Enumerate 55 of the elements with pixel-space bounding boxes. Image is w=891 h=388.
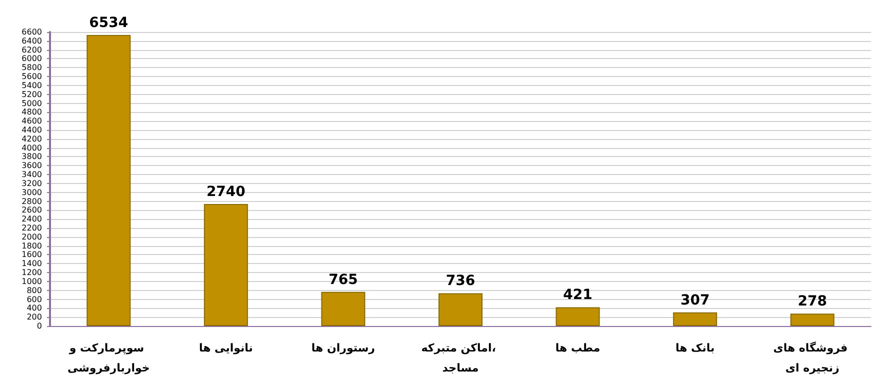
x-tick-label: بانک ها (675, 342, 715, 354)
y-tick-label: 5400 (22, 80, 42, 90)
data-label: 421 (563, 287, 592, 304)
y-tick-label: 1600 (22, 250, 42, 260)
y-tick-label: 3400 (22, 170, 42, 180)
y-tick-label: 3200 (22, 178, 42, 188)
y-tick-label: 800 (26, 286, 42, 295)
y-tick-label: 5000 (22, 98, 42, 108)
y-tick-label: 2200 (22, 224, 42, 232)
y-tick-label: 5200 (22, 90, 42, 99)
y-tick-label: 6000 (22, 54, 42, 64)
x-tick-label: اماکن متبرکه، مساجد (421, 342, 500, 374)
y-tick-label: 4200 (22, 134, 42, 144)
y-tick-label: 400 (26, 304, 42, 313)
x-tick-label: فروشگاه های زنجیره ای (773, 342, 852, 374)
y-tick-label: 2800 (22, 196, 42, 206)
y-tick-label: 3600 (22, 161, 42, 170)
x-tick-label: مطب ها (555, 342, 600, 354)
data-label: 736 (446, 273, 476, 290)
y-tick-label: 1800 (22, 241, 42, 250)
x-tick-label: سوپرمارکت و خواربارفروشی (67, 342, 150, 374)
data-label: 765 (328, 272, 358, 288)
x-tick-label: رستوران ها (311, 342, 376, 354)
y-tick-label: 6600 (22, 28, 42, 36)
y-tick-label: 1400 (22, 259, 42, 268)
bar (86, 34, 131, 326)
y-tick-label: 6200 (22, 45, 42, 54)
y-tick-label: 0 (36, 322, 42, 330)
bar (556, 307, 600, 326)
y-tick-label: 6400 (22, 36, 42, 46)
data-label: 2740 (206, 184, 246, 200)
y-tick-label: 2600 (22, 206, 42, 215)
bar (438, 293, 482, 326)
y-tick-label: 2400 (22, 214, 42, 224)
y-tick-label: 4600 (22, 116, 42, 126)
y-tick-label: 1200 (22, 268, 42, 278)
x-tick-label: نانوایی ها (198, 342, 253, 354)
y-tick-label: 5600 (22, 72, 42, 82)
y-tick-label: 1000 (22, 276, 42, 286)
bar (204, 204, 248, 326)
y-tick-label: 200 (26, 312, 42, 322)
data-label: 307 (680, 292, 710, 308)
y-tick-label: 3800 (22, 152, 42, 162)
y-tick-label: 3000 (22, 188, 42, 197)
y-tick-label: 4800 (22, 108, 42, 117)
y-tick-label: 600 (26, 294, 42, 304)
y-tick-label: 2000 (22, 232, 42, 242)
y-tick-label: 4000 (22, 143, 42, 152)
data-label: 6534 (89, 14, 128, 31)
bar (321, 292, 366, 326)
data-label: 278 (798, 294, 827, 310)
y-tick-label: 4400 (22, 126, 42, 134)
bar (673, 312, 718, 326)
y-tick-label: 5800 (22, 63, 42, 72)
bar (790, 314, 834, 326)
